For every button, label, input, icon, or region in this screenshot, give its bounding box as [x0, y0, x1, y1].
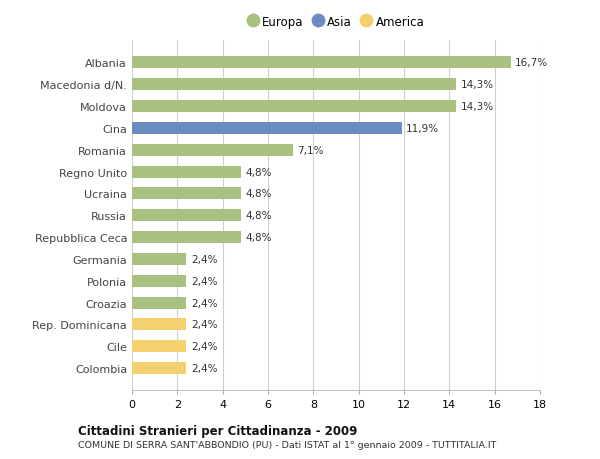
Text: 4,8%: 4,8%	[245, 167, 272, 177]
Text: 2,4%: 2,4%	[191, 341, 217, 352]
Bar	[132, 297, 187, 309]
Text: 4,8%: 4,8%	[245, 189, 272, 199]
Text: 2,4%: 2,4%	[191, 254, 217, 264]
Bar	[132, 101, 456, 113]
Bar	[132, 144, 293, 157]
Text: 4,8%: 4,8%	[245, 211, 272, 221]
Bar	[132, 231, 241, 244]
Bar	[132, 166, 241, 178]
Bar	[132, 210, 241, 222]
Bar	[132, 57, 511, 69]
Bar	[132, 188, 241, 200]
Text: 7,1%: 7,1%	[298, 146, 324, 155]
Text: 2,4%: 2,4%	[191, 320, 217, 330]
Text: 2,4%: 2,4%	[191, 298, 217, 308]
Text: 11,9%: 11,9%	[406, 123, 439, 134]
Bar	[132, 341, 187, 353]
Text: 4,8%: 4,8%	[245, 233, 272, 242]
Bar	[132, 362, 187, 374]
Bar	[132, 79, 456, 91]
Text: COMUNE DI SERRA SANT'ABBONDIO (PU) - Dati ISTAT al 1° gennaio 2009 - TUTTITALIA.: COMUNE DI SERRA SANT'ABBONDIO (PU) - Dat…	[78, 441, 496, 449]
Legend: Europa, Asia, America: Europa, Asia, America	[244, 12, 428, 32]
Text: Cittadini Stranieri per Cittadinanza - 2009: Cittadini Stranieri per Cittadinanza - 2…	[78, 424, 358, 437]
Text: 14,3%: 14,3%	[461, 80, 494, 90]
Bar	[132, 123, 402, 134]
Text: 2,4%: 2,4%	[191, 364, 217, 373]
Bar	[132, 253, 187, 265]
Text: 2,4%: 2,4%	[191, 276, 217, 286]
Text: 16,7%: 16,7%	[515, 58, 548, 68]
Bar	[132, 275, 187, 287]
Text: 14,3%: 14,3%	[461, 102, 494, 112]
Bar	[132, 319, 187, 330]
